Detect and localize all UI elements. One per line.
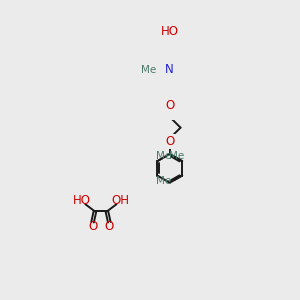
Text: O: O <box>105 220 114 233</box>
Text: Me: Me <box>169 151 184 161</box>
Text: O: O <box>88 220 97 233</box>
Text: Me: Me <box>156 176 171 186</box>
Text: N: N <box>165 63 174 76</box>
Text: O: O <box>165 135 174 148</box>
Text: HO: HO <box>73 194 91 207</box>
Text: HO: HO <box>161 26 179 38</box>
Text: Me: Me <box>156 151 171 161</box>
Text: O: O <box>165 99 174 112</box>
Text: Me: Me <box>141 64 156 75</box>
Text: OH: OH <box>111 194 129 207</box>
